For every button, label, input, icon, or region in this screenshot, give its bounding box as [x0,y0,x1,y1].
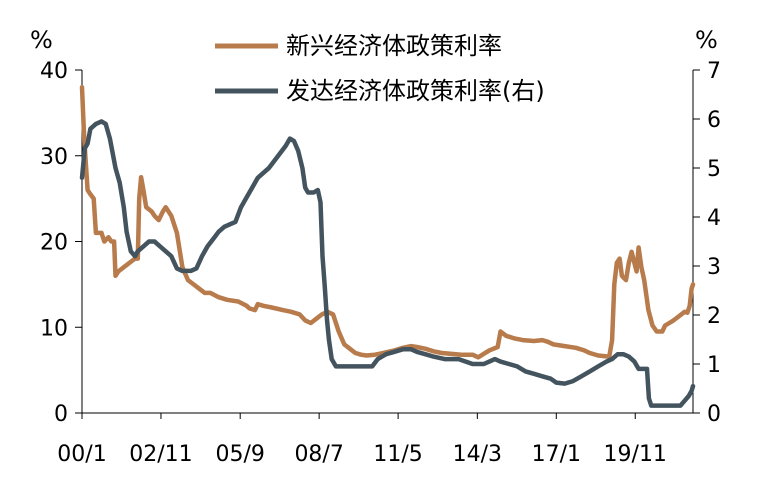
x-tick-label: 00/1 [57,442,106,467]
x-tick-label: 17/1 [532,442,581,467]
chart-legend: 新兴经济体政策利率 发达经济体政策利率(右) [215,32,545,105]
left-tick-label: 0 [54,402,68,427]
right-tick-label: 4 [707,206,721,231]
x-tick-label: 19/11 [604,442,667,467]
right-tick-label: 3 [707,255,721,280]
series-line-developed [79,119,696,408]
left-axis-ticks: 0 10 20 30 40 [40,59,82,427]
x-tick-label: 08/7 [294,442,343,467]
x-tick-label: 05/9 [215,442,264,467]
legend-label-emerging: 新兴经济体政策利率 [286,32,502,60]
right-axis-ticks: 0 1 2 3 4 5 6 7 [693,59,721,427]
right-tick-label: 2 [707,304,721,329]
left-tick-label: 30 [40,145,68,170]
series-line-emerging [79,84,696,360]
x-axis-ticks: 00/1 02/11 05/9 08/7 11/5 14/3 17/1 19/11 [57,413,667,467]
right-tick-label: 0 [707,402,721,427]
left-tick-label: 10 [40,316,68,341]
legend-label-developed: 发达经济体政策利率(右) [286,77,545,105]
right-tick-label: 1 [707,353,721,378]
right-tick-label: 6 [707,108,721,133]
x-tick-label: 14/3 [453,442,502,467]
right-tick-label: 5 [707,157,721,182]
left-axis-unit: % [30,26,53,54]
x-tick-label: 11/5 [373,442,422,467]
right-axis-unit: % [695,26,718,54]
left-tick-label: 20 [40,231,68,256]
chart-axes: % % [30,26,718,414]
right-tick-label: 7 [707,59,721,84]
series-layer [79,84,696,408]
x-tick-label: 02/11 [129,442,192,467]
left-tick-label: 40 [40,59,68,84]
